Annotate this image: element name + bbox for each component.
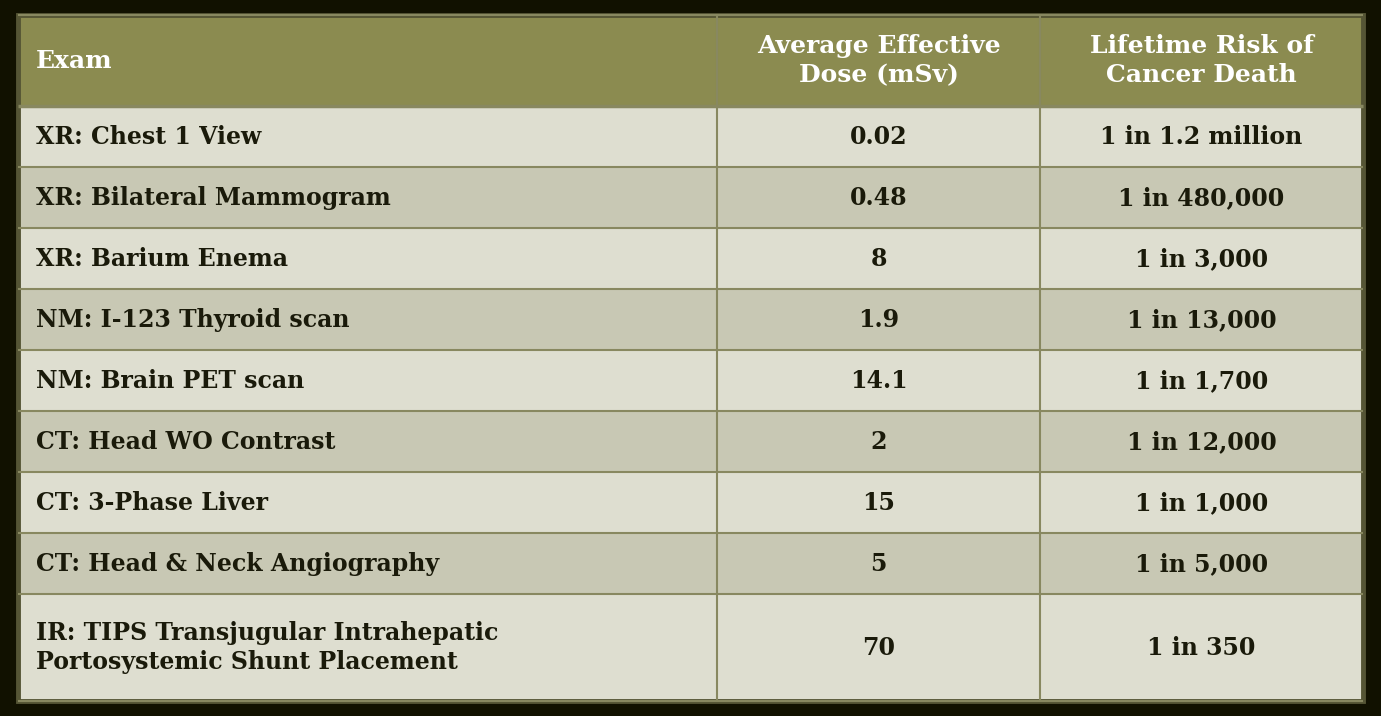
- Bar: [18, 411, 717, 473]
- Text: 14.1: 14.1: [849, 369, 907, 393]
- Text: 15: 15: [862, 490, 895, 515]
- Text: CT: 3-Phase Liver: CT: 3-Phase Liver: [36, 490, 268, 515]
- Text: 1 in 13,000: 1 in 13,000: [1127, 308, 1276, 332]
- Bar: [1040, 228, 1363, 289]
- Bar: [1040, 533, 1363, 594]
- Bar: [717, 228, 1040, 289]
- Bar: [1040, 411, 1363, 473]
- Text: 1 in 1,700: 1 in 1,700: [1135, 369, 1268, 393]
- Text: 0.02: 0.02: [849, 125, 907, 149]
- Text: CT: Head WO Contrast: CT: Head WO Contrast: [36, 430, 336, 454]
- Bar: [717, 289, 1040, 350]
- Text: 1 in 5,000: 1 in 5,000: [1135, 552, 1268, 576]
- Bar: [18, 106, 717, 168]
- Bar: [18, 15, 717, 106]
- Bar: [18, 228, 717, 289]
- Bar: [717, 473, 1040, 533]
- Bar: [1040, 289, 1363, 350]
- Text: 5: 5: [870, 552, 887, 576]
- Text: CT: Head & Neck Angiography: CT: Head & Neck Angiography: [36, 552, 439, 576]
- Bar: [18, 168, 717, 228]
- Bar: [18, 350, 717, 411]
- Text: 70: 70: [862, 636, 895, 659]
- Bar: [717, 168, 1040, 228]
- Text: NM: I-123 Thyroid scan: NM: I-123 Thyroid scan: [36, 308, 349, 332]
- Bar: [717, 106, 1040, 168]
- Bar: [1040, 106, 1363, 168]
- Bar: [1040, 15, 1363, 106]
- Bar: [1040, 594, 1363, 701]
- Text: XR: Chest 1 View: XR: Chest 1 View: [36, 125, 261, 149]
- Text: 1 in 480,000: 1 in 480,000: [1119, 185, 1284, 210]
- Bar: [18, 594, 717, 701]
- Text: 0.48: 0.48: [849, 185, 907, 210]
- Bar: [717, 411, 1040, 473]
- Text: 1 in 3,000: 1 in 3,000: [1135, 247, 1268, 271]
- Text: 1 in 1.2 million: 1 in 1.2 million: [1101, 125, 1302, 149]
- Bar: [717, 533, 1040, 594]
- Text: IR: TIPS Transjugular Intrahepatic
Portosystemic Shunt Placement: IR: TIPS Transjugular Intrahepatic Porto…: [36, 621, 499, 674]
- Text: XR: Bilateral Mammogram: XR: Bilateral Mammogram: [36, 185, 391, 210]
- Bar: [18, 289, 717, 350]
- Text: XR: Barium Enema: XR: Barium Enema: [36, 247, 289, 271]
- Text: 1 in 1,000: 1 in 1,000: [1135, 490, 1268, 515]
- Bar: [18, 473, 717, 533]
- Bar: [1040, 168, 1363, 228]
- Text: 1 in 350: 1 in 350: [1148, 636, 1255, 659]
- Bar: [1040, 473, 1363, 533]
- Text: 8: 8: [870, 247, 887, 271]
- Bar: [717, 594, 1040, 701]
- Bar: [717, 15, 1040, 106]
- Text: NM: Brain PET scan: NM: Brain PET scan: [36, 369, 304, 393]
- Text: 2: 2: [870, 430, 887, 454]
- Text: Exam: Exam: [36, 49, 113, 72]
- Bar: [18, 533, 717, 594]
- Text: Lifetime Risk of
Cancer Death: Lifetime Risk of Cancer Death: [1090, 34, 1313, 87]
- Bar: [1040, 350, 1363, 411]
- Bar: [717, 350, 1040, 411]
- Text: Average Effective
Dose (mSv): Average Effective Dose (mSv): [757, 34, 1001, 87]
- Text: 1 in 12,000: 1 in 12,000: [1127, 430, 1276, 454]
- Text: 1.9: 1.9: [858, 308, 899, 332]
